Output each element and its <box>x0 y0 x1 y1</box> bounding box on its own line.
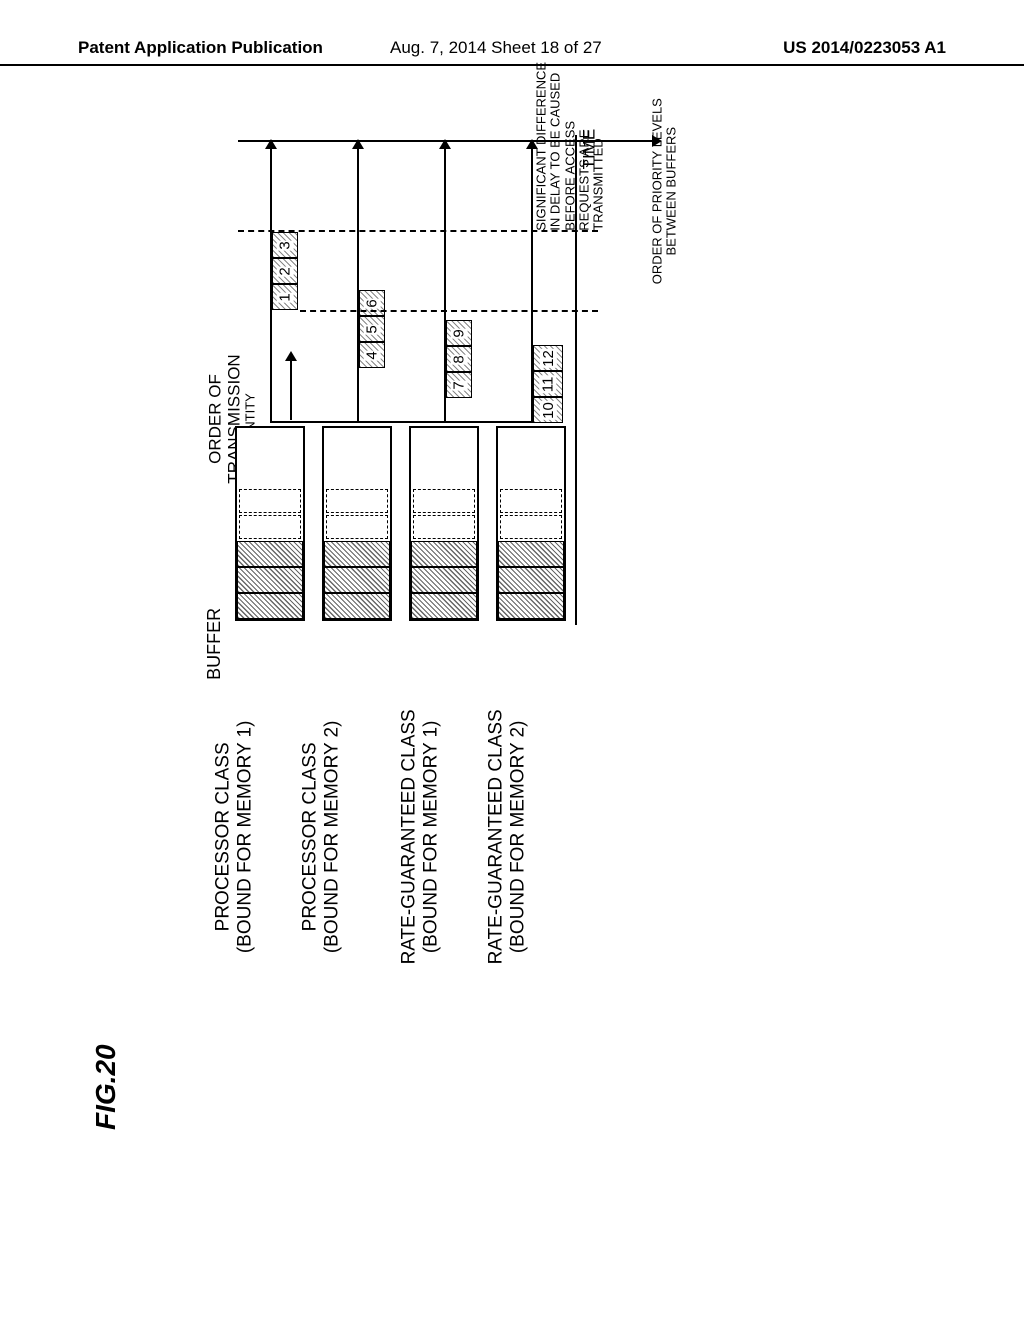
num-cell-5: 5 <box>359 316 385 342</box>
num-cell-4: 4 <box>359 342 385 368</box>
buffer-3-cell-e0 <box>500 515 562 539</box>
buffer-1-cell-f1 <box>324 567 390 593</box>
buffer-3-cell-f2 <box>498 541 564 567</box>
page: Patent Application Publication Aug. 7, 2… <box>0 0 1024 1320</box>
num-cell-6: 6 <box>359 290 385 316</box>
buffer-3-cell-f0 <box>498 593 564 619</box>
header-left: Patent Application Publication <box>78 38 323 58</box>
num-cell-9: 9 <box>446 320 472 346</box>
num-cell-7: 7 <box>446 372 472 398</box>
buffer-1-cell-f2 <box>324 541 390 567</box>
figure-label: FIG.20 <box>90 1044 122 1130</box>
page-header: Patent Application Publication Aug. 7, 2… <box>0 58 1024 66</box>
time-arrow-1 <box>357 148 359 423</box>
buffer-2-cell-f0 <box>411 593 477 619</box>
buffer-label: BUFFER <box>205 608 225 680</box>
delay-dash-2 <box>300 310 598 312</box>
header-center: Aug. 7, 2014 Sheet 18 of 27 <box>390 38 602 58</box>
buffer-0-cell-e0 <box>239 515 301 539</box>
priority-label: ORDER OF PRIORITY LEVELS BETWEEN BUFFERS <box>651 98 680 284</box>
buffer-2-cell-e1 <box>413 489 475 513</box>
buffer-0-cell-f0 <box>237 593 303 619</box>
buffer-0-cell-f2 <box>237 541 303 567</box>
row-label-1: PROCESSOR CLASS (BOUND FOR MEMORY 2) <box>299 721 343 954</box>
row-label-0: PROCESSOR CLASS (BOUND FOR MEMORY 1) <box>212 721 256 954</box>
buffer-1-cell-e1 <box>326 489 388 513</box>
buffer-1-cell-e0 <box>326 515 388 539</box>
order-transmission-arrow <box>290 360 292 420</box>
num-cell-2: 2 <box>272 258 298 284</box>
num-cell-12: 12 <box>533 345 563 371</box>
time-axis-base <box>270 421 533 423</box>
buffer-2-cell-f2 <box>411 541 477 567</box>
header-right: US 2014/0223053 A1 <box>783 38 946 58</box>
buffer-3-cell-f1 <box>498 567 564 593</box>
time-label: TIME <box>581 129 600 170</box>
row-label-2: RATE-GUARANTEED CLASS (BOUND FOR MEMORY … <box>399 709 443 964</box>
num-cell-3: 3 <box>272 232 298 258</box>
buffer-0-cell-e1 <box>239 489 301 513</box>
num-cell-8: 8 <box>446 346 472 372</box>
buffer-1-cell-f0 <box>324 593 390 619</box>
buffer-0-cell-f1 <box>237 567 303 593</box>
buffer-3-cell-e1 <box>500 489 562 513</box>
num-cell-10: 10 <box>533 397 563 423</box>
row-label-3: RATE-GUARANTEED CLASS (BOUND FOR MEMORY … <box>486 709 530 964</box>
buffer-2-cell-e0 <box>413 515 475 539</box>
buffer-2-cell-f1 <box>411 567 477 593</box>
num-cell-11: 11 <box>533 371 563 397</box>
num-cell-1: 1 <box>272 284 298 310</box>
